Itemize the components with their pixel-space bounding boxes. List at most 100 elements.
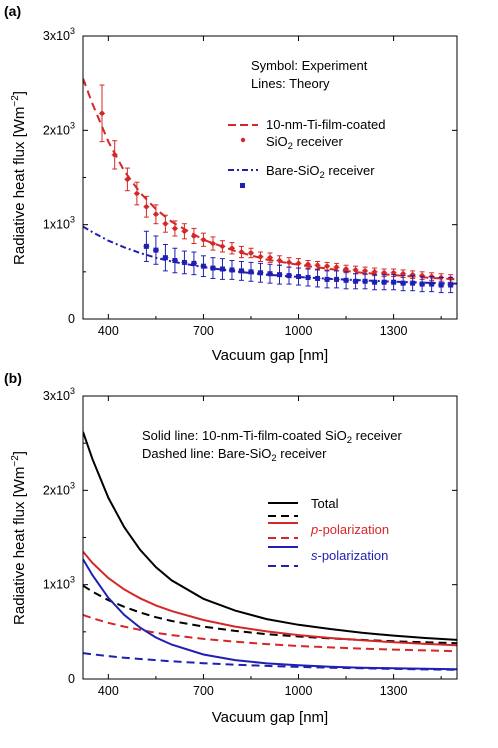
panel-a-ticks: 400 700 1000 1300 0 1x103 2x103 3x103 xyxy=(43,26,457,338)
b-ytick-label-0: 0 xyxy=(68,672,75,686)
legend-b-total-label: Total xyxy=(311,496,339,511)
a-exp-1-point-26 xyxy=(391,279,397,285)
panel-b-xlabel: Vacuum gap [nm] xyxy=(212,709,328,726)
a-exp-0-point-17 xyxy=(267,255,273,260)
panel-b-label: (b) xyxy=(4,370,22,386)
a-exp-0-point-30 xyxy=(391,270,396,276)
panel-b-ticks: 400 700 1000 1300 0 1x103 2x103 3x103 xyxy=(43,386,457,698)
a-exp-0-point-8 xyxy=(182,228,187,234)
panel-a-plot-area xyxy=(83,78,457,294)
a-exp-0-point-12 xyxy=(220,244,225,249)
a-exp-0-point-1 xyxy=(112,152,117,158)
legend-b-p-label: p-polarization xyxy=(310,522,389,537)
b-xtick-label-0: 400 xyxy=(98,684,119,698)
a-ytick-label-3: 3x103 xyxy=(43,26,75,43)
a-exp-1-point-3 xyxy=(172,258,178,264)
a-exp-0-point-6 xyxy=(163,221,168,227)
b-series-line-2 xyxy=(83,550,457,647)
a-exp-1-point-19 xyxy=(324,276,330,282)
panel-a: (a) 400 700 1000 1300 0 1x103 2x103 3x103 Radia… xyxy=(4,3,458,364)
a-xtick-label-1: 700 xyxy=(193,324,214,338)
a-exp-1-point-16 xyxy=(296,274,302,280)
legend-b-s-label: s-polarization xyxy=(311,548,388,563)
a-exp-0-point-14 xyxy=(239,249,244,255)
a-ytick-label-2: 2x103 xyxy=(43,120,75,137)
a-xtick-label-0: 400 xyxy=(98,324,119,338)
a-exp-1-point-11 xyxy=(248,269,254,275)
panel-b-note-solid: Solid line: 10-nm-Ti-film-coated SiO2 re… xyxy=(142,428,403,446)
a-exp-0-point-16 xyxy=(258,254,263,260)
a-exp-1-point-10 xyxy=(238,268,244,274)
a-exp-0-point-15 xyxy=(248,250,254,256)
a-ytick-label-1: 1x103 xyxy=(43,215,75,232)
a-exp-1-point-17 xyxy=(305,274,311,280)
panel-a-label: (a) xyxy=(4,3,21,19)
panel-b-axes-frame xyxy=(82,395,458,680)
a-series-line-0 xyxy=(83,78,457,281)
a-exp-1-point-2 xyxy=(162,255,168,261)
a-exp-0-point-25 xyxy=(343,266,349,272)
a-exp-0-point-31 xyxy=(400,271,406,277)
a-exp-1-point-5 xyxy=(191,260,197,266)
legend-a-ti-marker xyxy=(240,137,246,143)
legend-a-ti-label-2: SiO2 receiver xyxy=(266,134,343,152)
a-exp-1-point-27 xyxy=(400,280,406,286)
panel-b-plot-area xyxy=(83,431,457,671)
b-ytick-label-1: 1x103 xyxy=(43,575,75,592)
b-series-line-4 xyxy=(83,558,457,671)
b-xtick-label-3: 1300 xyxy=(380,684,408,698)
a-exp-1-point-28 xyxy=(410,280,416,286)
a-exp-0-point-11 xyxy=(210,241,216,246)
panel-a-note-symbol: Symbol: Experiment xyxy=(251,58,368,73)
b-ytick-label-3: 3x103 xyxy=(43,386,75,403)
a-exp-1-point-22 xyxy=(353,278,359,284)
a-exp-1-point-4 xyxy=(181,259,187,265)
a-xtick-label-2: 1000 xyxy=(285,324,313,338)
a-exp-1-point-29 xyxy=(419,281,425,287)
b-xtick-label-2: 1000 xyxy=(285,684,313,698)
a-exp-0-point-9 xyxy=(191,233,197,239)
a-exp-1-point-8 xyxy=(219,266,225,272)
legend-a-bare-marker xyxy=(240,183,245,188)
a-exp-0-point-22 xyxy=(315,262,320,268)
a-exp-1-point-23 xyxy=(362,278,368,284)
a-exp-1-point-12 xyxy=(257,270,263,276)
a-exp-0-point-27 xyxy=(362,268,368,274)
a-exp-0-point-3 xyxy=(134,191,140,196)
a-exp-0-point-2 xyxy=(125,177,130,182)
a-exp-0-point-0 xyxy=(99,111,105,116)
a-exp-0-point-24 xyxy=(334,264,339,270)
a-exp-1-point-14 xyxy=(277,272,283,278)
legend-a-bare-label: Bare-SiO2 receiver xyxy=(266,163,375,181)
a-exp-1-point-31 xyxy=(438,282,444,288)
a-exp-0-point-29 xyxy=(381,270,387,276)
a-exp-1-point-24 xyxy=(372,279,378,285)
panel-b: (b) 400 700 1000 1300 0 1x103 2x103 3x103 Radia… xyxy=(4,370,458,726)
a-exp-0-point-7 xyxy=(172,226,178,231)
a-exp-0-point-19 xyxy=(286,260,292,265)
a-exp-1-point-6 xyxy=(200,263,206,269)
b-xtick-label-1: 700 xyxy=(193,684,214,698)
panel-a-ylabel: Radiative heat flux [Wm−2] xyxy=(10,91,28,265)
panel-a-axes-frame xyxy=(82,35,458,320)
a-exp-0-point-23 xyxy=(324,263,330,269)
a-ytick-label-0: 0 xyxy=(68,312,75,326)
a-exp-1-point-18 xyxy=(315,275,321,281)
panel-b-note-dashed: Dashed line: Bare-SiO2 receiver xyxy=(142,446,327,464)
a-exp-1-point-20 xyxy=(334,276,340,282)
a-exp-0-point-13 xyxy=(229,245,235,251)
a-exp-1-point-25 xyxy=(381,279,387,285)
b-series-line-5 xyxy=(83,652,457,671)
a-exp-1-point-7 xyxy=(210,265,216,271)
legend-a-ti-label-1: 10-nm-Ti-film-coated xyxy=(266,117,385,132)
b-series-line-1 xyxy=(83,584,457,645)
a-exp-1-point-15 xyxy=(286,273,292,279)
a-exp-0-point-4 xyxy=(144,204,149,210)
panel-b-ylabel: Radiative heat flux [Wm−2] xyxy=(10,451,28,625)
a-exp-1-point-32 xyxy=(448,282,454,288)
a-exp-1-point-30 xyxy=(429,281,435,287)
a-exp-0-point-20 xyxy=(296,261,301,266)
a-xtick-label-3: 1300 xyxy=(380,324,408,338)
a-exp-0-point-10 xyxy=(201,237,206,243)
